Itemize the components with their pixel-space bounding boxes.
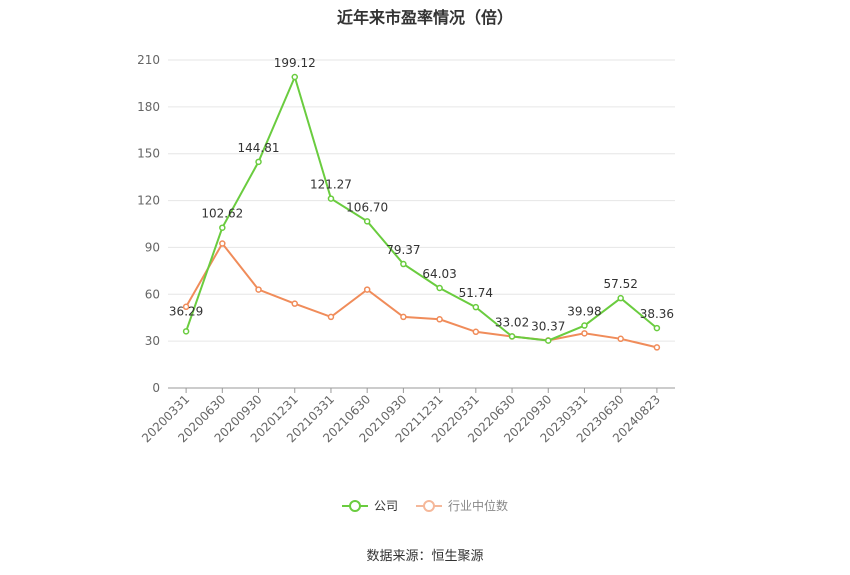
company-data-label: 106.70 — [346, 200, 388, 214]
company-data-point — [617, 294, 624, 302]
company-data-point — [182, 328, 190, 335]
company-data-point — [472, 303, 480, 311]
company-data-label: 121.27 — [310, 178, 352, 192]
industry-median-data-point — [617, 335, 624, 343]
industry-median-data-point — [291, 300, 298, 307]
company-data-point — [327, 195, 335, 202]
company-data-point — [508, 333, 516, 340]
y-tick-label: 150 — [137, 147, 160, 161]
industry-median-data-point — [653, 344, 661, 351]
y-tick-label: 60 — [145, 287, 160, 301]
legend-industry-label: 行业中位数 — [448, 499, 509, 513]
company-data-point — [653, 324, 661, 332]
y-tick-label: 180 — [137, 100, 160, 114]
y-tick-label: 120 — [137, 194, 160, 208]
industry-median-data-point — [581, 330, 588, 337]
y-tick-label: 90 — [145, 240, 160, 254]
company-data-point — [255, 158, 262, 166]
legend-item-company[interactable]: 公司 — [341, 497, 398, 514]
industry-median-data-point — [219, 240, 226, 247]
industry-median-series-line — [185, 241, 658, 349]
company-series-line — [185, 74, 658, 342]
y-tick-label: 210 — [137, 53, 160, 67]
company-data-point — [436, 284, 443, 292]
industry-median-data-point — [400, 313, 407, 321]
industry-median-data-point — [363, 286, 371, 293]
company-data-label: 39.98 — [567, 305, 601, 319]
company-data-label: 79.37 — [386, 243, 420, 257]
legend: 公司 行业中位数 — [0, 497, 850, 514]
company-data-label: 144.81 — [238, 141, 280, 155]
chart-title: 近年来市盈率情况（倍） — [336, 8, 513, 27]
company-data-point — [581, 322, 588, 329]
legend-item-industry-median[interactable]: 行业中位数 — [416, 497, 508, 514]
company-data-label: 51.74 — [459, 286, 493, 300]
company-data-label: 57.52 — [603, 277, 637, 291]
industry-median-data-point — [472, 328, 480, 336]
y-tick-label: 30 — [145, 334, 160, 348]
legend-industry-marker — [416, 499, 442, 513]
legend-company-label: 公司 — [373, 499, 398, 513]
company-data-label: 30.37 — [531, 320, 565, 334]
company-data-point — [545, 337, 552, 344]
company-data-label: 64.03 — [422, 267, 456, 281]
company-data-point — [219, 224, 226, 231]
company-data-point — [400, 260, 407, 268]
company-data-label: 102.62 — [201, 207, 243, 221]
legend-company-marker — [341, 499, 368, 513]
industry-median-data-point — [255, 286, 262, 293]
data-source: 数据来源：恒生聚源 — [366, 549, 484, 564]
industry-median-data-point — [182, 303, 190, 311]
company-data-point — [291, 73, 298, 81]
company-data-point — [363, 218, 371, 225]
company-data-label: 38.36 — [640, 307, 674, 321]
industry-median-data-point — [327, 313, 335, 321]
company-data-label: 36.29 — [169, 304, 203, 318]
industry-median-data-point — [436, 316, 443, 323]
company-data-label: 199.12 — [274, 56, 316, 70]
y-tick-label: 0 — [152, 381, 160, 395]
company-data-label: 33.02 — [495, 315, 529, 329]
